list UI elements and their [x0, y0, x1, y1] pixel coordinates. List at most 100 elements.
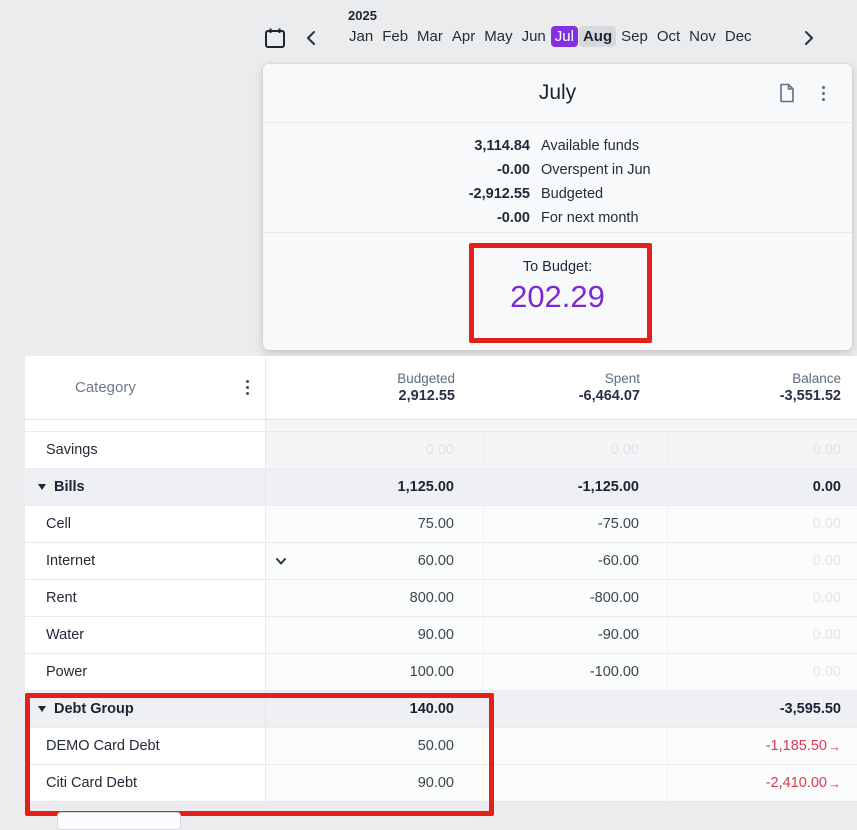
chevron-down-icon[interactable]: [275, 555, 287, 567]
category-row[interactable]: Power 100.00 -100.00 0.00: [25, 654, 857, 691]
month-feb[interactable]: Feb: [382, 28, 409, 45]
month-may[interactable]: May: [484, 28, 513, 45]
month-jan[interactable]: Jan: [349, 28, 374, 45]
partial-bottom-button[interactable]: [57, 812, 181, 830]
category-cell[interactable]: Water: [25, 617, 266, 653]
spent-cell[interactable]: -90.00: [484, 617, 668, 653]
spent-cell[interactable]: -800.00: [484, 580, 668, 616]
balance-value: 0.00: [812, 479, 841, 495]
budgeted-value: 0.00: [425, 442, 454, 458]
category-cell[interactable]: Cell: [25, 506, 266, 542]
summary-value: -0.00: [496, 162, 530, 178]
balance-cell[interactable]: 0.00: [668, 506, 857, 542]
triangle-collapse-icon[interactable]: [38, 706, 46, 712]
category-row[interactable]: DEMO Card Debt 50.00 -1,185.50 →: [25, 728, 857, 765]
balance-cell[interactable]: 0.00: [668, 469, 857, 505]
budgeted-cell[interactable]: 800.00: [266, 580, 484, 616]
to-budget-value[interactable]: 202.29: [510, 279, 605, 314]
chevron-right-icon[interactable]: [799, 29, 817, 47]
spent-cell[interactable]: 0.00: [484, 432, 668, 468]
balance-cell[interactable]: 0.00: [668, 543, 857, 579]
year-label: 2025: [348, 8, 377, 23]
category-name: Rent: [46, 590, 77, 606]
budgeted-cell[interactable]: 60.00: [266, 543, 484, 579]
spent-cell[interactable]: -1,125.00: [484, 469, 668, 505]
balance-column-header[interactable]: Balance -3,551.52: [668, 356, 857, 419]
category-name: DEMO Card Debt: [46, 738, 160, 754]
balance-cell[interactable]: -3,595.50: [668, 691, 857, 727]
budgeted-column-header[interactable]: Budgeted 2,912.55: [266, 356, 484, 419]
month-jun[interactable]: Jun: [521, 28, 546, 45]
category-cell[interactable]: Rent: [25, 580, 266, 616]
to-budget-label: To Budget:: [522, 259, 593, 275]
calendar-icon[interactable]: [263, 26, 287, 50]
category-cell[interactable]: DEMO Card Debt: [25, 728, 266, 764]
budgeted-cell[interactable]: 100.00: [266, 654, 484, 690]
balance-cell[interactable]: 0.00: [668, 654, 857, 690]
category-row[interactable]: Cell 75.00 -75.00 0.00: [25, 506, 857, 543]
budgeted-value: 60.00: [417, 553, 454, 569]
category-cell[interactable]: Bills: [25, 469, 266, 505]
month-sep[interactable]: Sep: [621, 28, 648, 45]
balance-cell[interactable]: -2,410.00 →: [668, 765, 857, 801]
spent-cell[interactable]: -60.00: [484, 543, 668, 579]
budgeted-cell[interactable]: 1,125.00: [266, 469, 484, 505]
kebab-menu-icon[interactable]: [822, 86, 825, 101]
balance-cell[interactable]: -1,185.50 →: [668, 728, 857, 764]
category-cell[interactable]: Savings: [25, 432, 266, 468]
category-cell[interactable]: Internet: [25, 543, 266, 579]
category-group-row[interactable]: Debt Group 140.00 -3,595.50: [25, 691, 857, 728]
month-jul[interactable]: Jul: [550, 26, 578, 47]
category-name: Debt Group: [54, 701, 134, 717]
notes-document-icon[interactable]: [778, 83, 796, 103]
chevron-left-icon[interactable]: [303, 29, 321, 47]
month-mar[interactable]: Mar: [417, 28, 443, 45]
category-name: Citi Card Debt: [46, 775, 138, 791]
category-name: Bills: [54, 479, 85, 495]
budgeted-cell[interactable]: 75.00: [266, 506, 484, 542]
category-kebab-menu-icon[interactable]: [246, 380, 249, 395]
spent-cell[interactable]: -75.00: [484, 506, 668, 542]
month-apr[interactable]: Apr: [451, 28, 476, 45]
category-header-cell[interactable]: Category: [25, 356, 266, 419]
balance-cell[interactable]: 0.00: [668, 580, 857, 616]
category-row[interactable]: Citi Card Debt 90.00 -2,410.00 →: [25, 765, 857, 802]
budgeted-cell[interactable]: 50.00: [266, 728, 484, 764]
category-row[interactable]: Water 90.00 -90.00 0.00: [25, 617, 857, 654]
category-cell[interactable]: Power: [25, 654, 266, 690]
category-row[interactable]: Savings 0.00 0.00 0.00: [25, 432, 857, 469]
budgeted-value: 90.00: [417, 775, 454, 791]
spent-cell[interactable]: [484, 728, 668, 764]
category-cell[interactable]: Citi Card Debt: [25, 765, 266, 801]
budgeted-cell[interactable]: 90.00: [266, 617, 484, 653]
spent-value: -800.00: [589, 590, 639, 606]
spent-cell[interactable]: -100.00: [484, 654, 668, 690]
category-name: Cell: [46, 516, 71, 532]
balance-cell[interactable]: 0.00: [668, 432, 857, 468]
month-card-header: July: [263, 64, 852, 123]
budgeted-cell[interactable]: 140.00: [266, 691, 484, 727]
spent-column-header[interactable]: Spent -6,464.07: [484, 356, 668, 419]
month-aug[interactable]: Aug: [578, 26, 617, 47]
budgeted-value: 1,125.00: [397, 479, 454, 495]
balance-cell[interactable]: 0.00: [668, 617, 857, 653]
spent-cell[interactable]: [484, 765, 668, 801]
category-cell[interactable]: Debt Group: [25, 691, 266, 727]
summary-row: -0.00 Overspent in Jun: [263, 158, 852, 182]
summary-row: -2,912.55 Budgeted: [263, 182, 852, 206]
month-oct[interactable]: Oct: [656, 28, 681, 45]
category-group-row[interactable]: Bills 1,125.00 -1,125.00 0.00: [25, 469, 857, 506]
budgeted-value: 50.00: [417, 738, 454, 754]
spent-value: -90.00: [597, 627, 639, 643]
budgeted-value: 75.00: [417, 516, 454, 532]
budgeted-cell[interactable]: 90.00: [266, 765, 484, 801]
month-nov[interactable]: Nov: [689, 28, 716, 45]
month-dec[interactable]: Dec: [724, 28, 752, 45]
spent-cell[interactable]: [484, 691, 668, 727]
month-selector: Jan Feb Mar Apr May Jun Jul Aug Sep Oct Nov Dec: [345, 26, 756, 47]
category-row[interactable]: Rent 800.00 -800.00 0.00: [25, 580, 857, 617]
balance-value: 0.00: [812, 442, 841, 458]
triangle-collapse-icon[interactable]: [38, 484, 46, 490]
budgeted-cell[interactable]: 0.00: [266, 432, 484, 468]
category-row[interactable]: Internet 60.00 -60.00 0.00: [25, 543, 857, 580]
